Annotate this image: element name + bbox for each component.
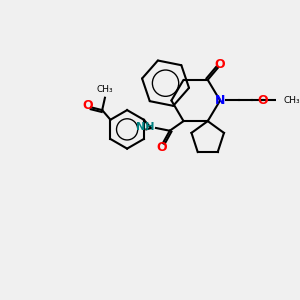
Text: O: O <box>257 94 268 107</box>
Text: O: O <box>214 58 225 71</box>
Text: NH: NH <box>136 122 155 132</box>
Text: CH₃: CH₃ <box>284 96 300 105</box>
Text: O: O <box>156 141 167 154</box>
Text: CH₃: CH₃ <box>97 85 113 94</box>
Text: N: N <box>215 94 225 107</box>
Text: O: O <box>82 100 93 112</box>
